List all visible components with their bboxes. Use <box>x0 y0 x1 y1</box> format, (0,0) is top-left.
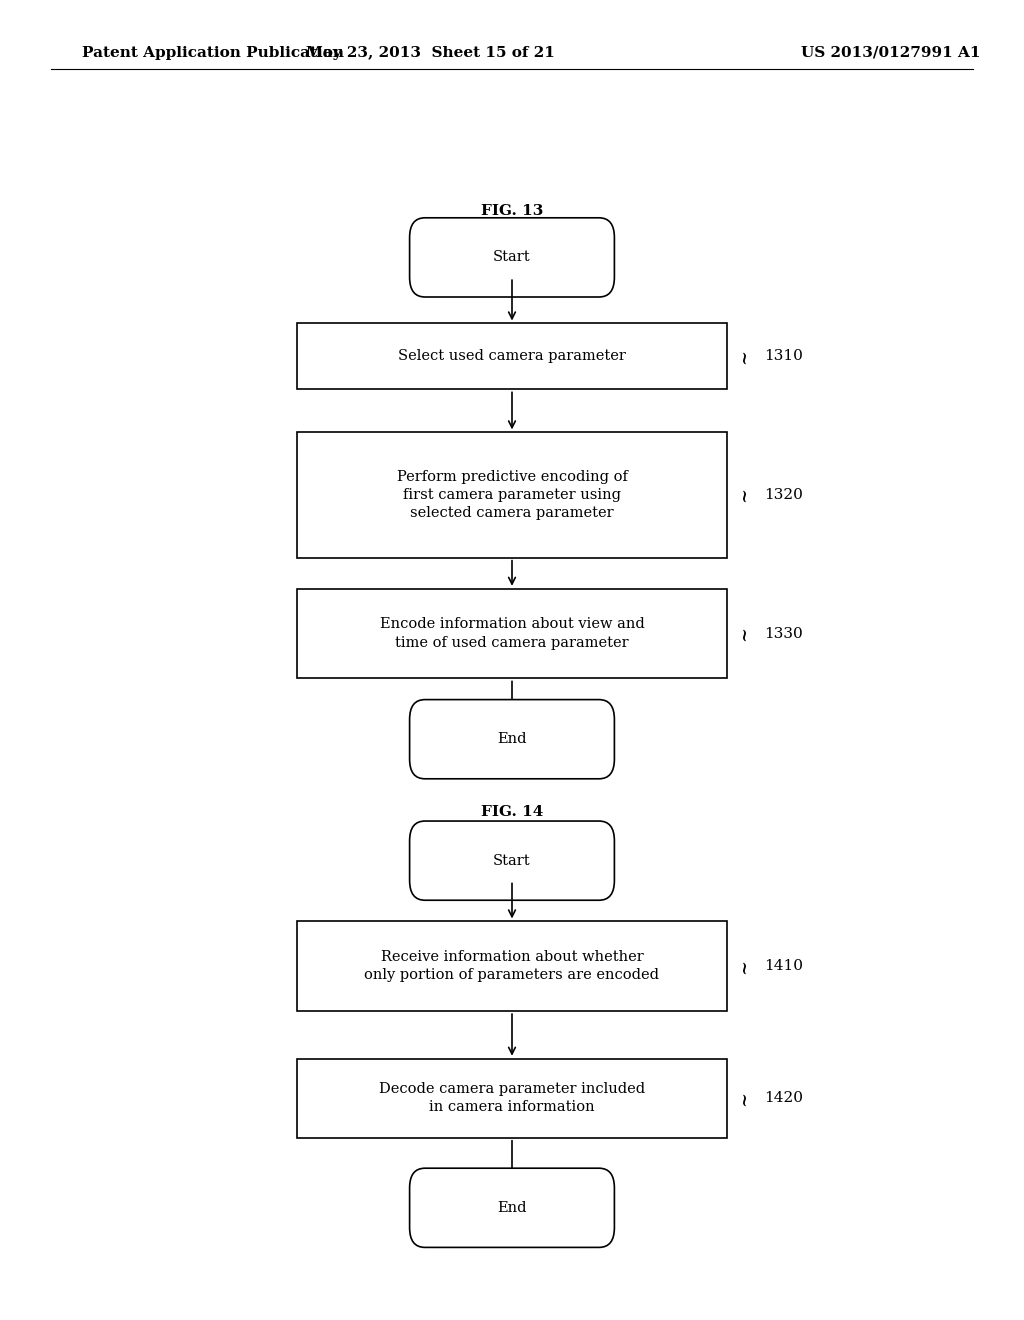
Text: ~: ~ <box>735 348 754 364</box>
Text: FIG. 14: FIG. 14 <box>481 805 543 818</box>
Text: 1330: 1330 <box>764 627 803 640</box>
Text: Encode information about view and
time of used camera parameter: Encode information about view and time o… <box>380 618 644 649</box>
Text: 1310: 1310 <box>764 350 803 363</box>
Text: US 2013/0127991 A1: US 2013/0127991 A1 <box>801 46 981 59</box>
Text: Patent Application Publication: Patent Application Publication <box>82 46 344 59</box>
FancyBboxPatch shape <box>410 1168 614 1247</box>
FancyBboxPatch shape <box>410 218 614 297</box>
Text: ~: ~ <box>735 626 754 642</box>
Text: ~: ~ <box>735 487 754 503</box>
Text: Perform predictive encoding of
first camera parameter using
selected camera para: Perform predictive encoding of first cam… <box>396 470 628 520</box>
Text: 1320: 1320 <box>764 488 803 502</box>
Text: Start: Start <box>494 251 530 264</box>
FancyBboxPatch shape <box>297 921 727 1011</box>
FancyBboxPatch shape <box>297 323 727 389</box>
Text: Receive information about whether
only portion of parameters are encoded: Receive information about whether only p… <box>365 950 659 982</box>
Text: ~: ~ <box>735 958 754 974</box>
Text: Decode camera parameter included
in camera information: Decode camera parameter included in came… <box>379 1082 645 1114</box>
Text: 1410: 1410 <box>764 960 803 973</box>
Text: FIG. 13: FIG. 13 <box>481 205 543 218</box>
Text: Start: Start <box>494 854 530 867</box>
Text: Select used camera parameter: Select used camera parameter <box>398 350 626 363</box>
FancyBboxPatch shape <box>297 433 727 557</box>
FancyBboxPatch shape <box>297 1059 727 1138</box>
Text: End: End <box>498 733 526 746</box>
Text: 1420: 1420 <box>764 1092 803 1105</box>
Text: May 23, 2013  Sheet 15 of 21: May 23, 2013 Sheet 15 of 21 <box>305 46 555 59</box>
FancyBboxPatch shape <box>410 700 614 779</box>
FancyBboxPatch shape <box>297 589 727 678</box>
Text: End: End <box>498 1201 526 1214</box>
FancyBboxPatch shape <box>410 821 614 900</box>
Text: ~: ~ <box>735 1090 754 1106</box>
